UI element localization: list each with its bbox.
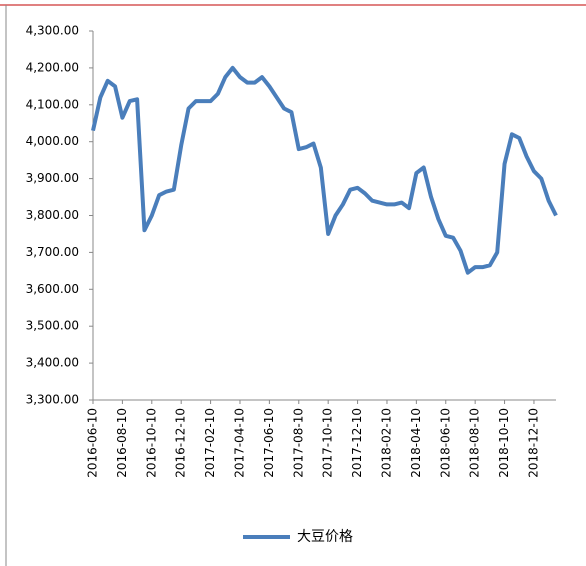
x-tick-label: 2017-06-10 <box>262 408 276 478</box>
x-tick-label: 2016-06-10 <box>86 408 100 478</box>
x-tick-label: 2017-08-10 <box>291 408 305 478</box>
x-tick-label: 2018-04-10 <box>409 408 423 478</box>
y-tick-label: 3,300.00 <box>26 393 79 407</box>
x-tick-label: 2016-12-10 <box>174 408 188 478</box>
x-tick-label: 2018-12-10 <box>526 408 540 478</box>
x-tick-label: 2016-08-10 <box>115 408 129 478</box>
y-tick-label: 4,200.00 <box>26 60 79 74</box>
x-tick-label: 2018-08-10 <box>468 408 482 478</box>
x-tick-label: 2016-10-10 <box>144 408 158 478</box>
y-tick-label: 4,100.00 <box>26 97 79 111</box>
x-tick-label: 2017-10-10 <box>321 408 335 478</box>
x-tick-label: 2018-06-10 <box>438 408 452 478</box>
series-line <box>91 65 558 275</box>
legend-label: 大豆价格 <box>297 529 353 545</box>
y-tick-label: 3,700.00 <box>26 245 79 259</box>
x-tick-label: 2018-02-10 <box>379 408 393 478</box>
y-tick-label: 3,800.00 <box>26 208 79 222</box>
x-tick-label: 2018-10-10 <box>497 408 511 478</box>
x-tick-label: 2017-12-10 <box>350 408 364 478</box>
y-tick-label: 3,600.00 <box>26 282 79 296</box>
x-tick-label: 2017-04-10 <box>232 408 246 478</box>
y-tick-label: 3,400.00 <box>26 356 79 370</box>
y-tick-label: 4,300.00 <box>26 24 79 38</box>
y-tick-label: 3,900.00 <box>26 171 79 185</box>
x-tick-label: 2017-02-10 <box>203 408 217 478</box>
y-tick-label: 3,500.00 <box>26 319 79 333</box>
y-tick-label: 4,000.00 <box>26 134 79 148</box>
